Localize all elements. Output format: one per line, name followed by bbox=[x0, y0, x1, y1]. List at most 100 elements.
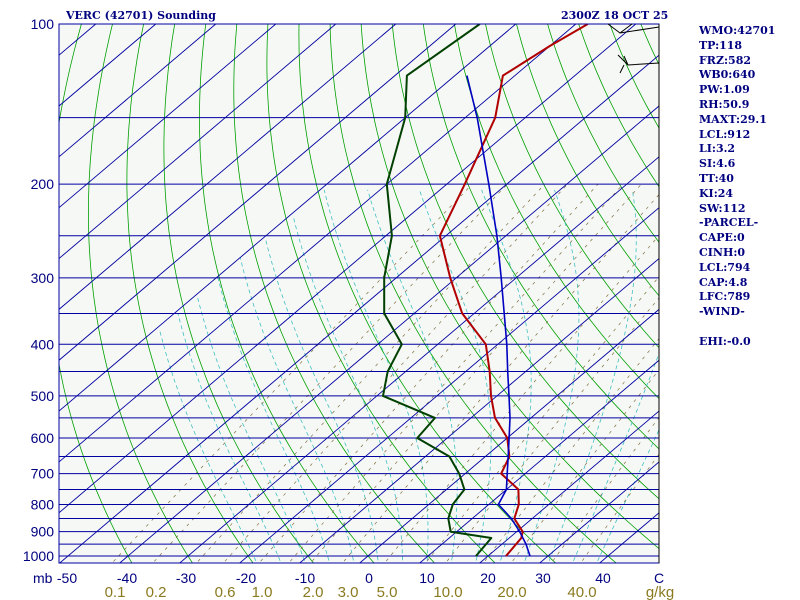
isotherm-line bbox=[479, 410, 659, 563]
pressure-axis-unit: mb bbox=[33, 570, 53, 586]
isotherm-line bbox=[0, 24, 36, 567]
dry-adiabat-line bbox=[329, 24, 617, 563]
pressure-tick-label: 500 bbox=[31, 388, 55, 404]
index-item: TP:118 bbox=[699, 38, 743, 52]
isotherm-line bbox=[299, 257, 659, 563]
pressure-tick-label: 100 bbox=[31, 16, 55, 32]
mixing-ratio-line bbox=[482, 338, 659, 563]
index-item: SI:4.6 bbox=[699, 157, 736, 171]
isotherm-line bbox=[59, 24, 517, 412]
mixing-ratio-label: 3.0 bbox=[338, 584, 359, 600]
index-item: FRZ:582 bbox=[699, 53, 752, 67]
mixing-ratio-line bbox=[342, 194, 659, 563]
moist-adiabat-line bbox=[523, 189, 580, 563]
mixing-ratio-line bbox=[288, 183, 624, 563]
mixing-ratio-label: 0.2 bbox=[146, 584, 167, 600]
isotherm-line bbox=[59, 54, 659, 563]
dewpoint-profile-line bbox=[382, 24, 493, 557]
mixing-ratio-line bbox=[196, 183, 545, 563]
mixing-ratio-label: 40.0 bbox=[567, 584, 596, 600]
pressure-tick-label: 600 bbox=[31, 430, 55, 446]
temperature-tick-label: -40 bbox=[117, 570, 137, 586]
moist-adiabat-line bbox=[217, 277, 330, 563]
dry-adiabat-line bbox=[163, 24, 315, 563]
index-item: KI:24 bbox=[699, 186, 734, 200]
dry-adiabat-line bbox=[422, 24, 659, 450]
moist-adiabat-line bbox=[196, 296, 306, 563]
station-title: VERC (42701) Sounding bbox=[66, 9, 216, 22]
wind-barb bbox=[617, 54, 660, 74]
pressure-tick-label: 800 bbox=[31, 496, 55, 512]
index-item: -PARCEL- bbox=[699, 216, 759, 230]
temperature-tick-label: -10 bbox=[295, 570, 315, 586]
dry-adiabat-line bbox=[87, 24, 193, 563]
dry-adiabat-line bbox=[233, 24, 436, 563]
mixing-ratio-line bbox=[445, 297, 659, 563]
index-item: WMO:42701 bbox=[699, 24, 776, 37]
index-item: WB0:640 bbox=[699, 68, 756, 82]
mixing-ratio-label: 0.1 bbox=[105, 584, 126, 600]
temperature-axis-unit: C bbox=[654, 570, 664, 586]
isotherm-line bbox=[59, 24, 277, 209]
index-item: TT:40 bbox=[699, 171, 734, 185]
moist-adiabat-line bbox=[239, 257, 355, 563]
isotherm-line bbox=[539, 461, 659, 563]
dry-adiabat-line bbox=[547, 24, 659, 243]
isotherm-line bbox=[419, 359, 659, 563]
pressure-tick-label: 700 bbox=[31, 466, 55, 482]
isotherm-line bbox=[59, 24, 577, 463]
index-item: RH:50.9 bbox=[699, 97, 750, 111]
index-item: CAPE:0 bbox=[699, 231, 745, 245]
isotherm-line bbox=[59, 24, 637, 514]
temperature-tick-label: -20 bbox=[236, 570, 256, 586]
mixing-ratio-label: 2.0 bbox=[303, 584, 324, 600]
isotherm-line bbox=[119, 105, 659, 563]
index-item: -WIND- bbox=[699, 305, 745, 319]
plot-background bbox=[59, 24, 659, 563]
moist-adiabat-line bbox=[481, 189, 532, 563]
dry-adiabat-line bbox=[59, 24, 133, 563]
moist-adiabat-line bbox=[177, 313, 282, 563]
mixing-ratio-label: 0.6 bbox=[215, 584, 236, 600]
index-item: CAP:4.8 bbox=[699, 275, 748, 289]
moist-adiabat-line bbox=[265, 240, 379, 563]
index-item: CINH:0 bbox=[699, 245, 746, 259]
index-item: LCL:912 bbox=[699, 127, 751, 141]
mixing-ratio-label: 10.0 bbox=[433, 584, 462, 600]
isotherm-line bbox=[59, 24, 337, 260]
isotherm-line bbox=[179, 156, 659, 563]
dry-adiabat-line bbox=[609, 24, 659, 129]
index-item: MAXT:29.1 bbox=[699, 112, 767, 126]
index-item: LI:3.2 bbox=[699, 142, 736, 156]
temperature-tick-label: 30 bbox=[535, 570, 551, 586]
mixing-ratio-line bbox=[384, 234, 659, 563]
dry-adiabat-line bbox=[199, 24, 375, 563]
moist-adiabat-line bbox=[572, 352, 659, 563]
pressure-tick-label: 900 bbox=[31, 524, 55, 540]
dry-adiabat-line bbox=[266, 24, 496, 563]
moist-adiabat-line bbox=[323, 189, 429, 563]
mixing-ratio-label: 5.0 bbox=[377, 584, 398, 600]
index-item: EHI:-0.0 bbox=[699, 334, 751, 348]
dry-adiabat-line bbox=[391, 24, 659, 500]
index-item: PW:1.09 bbox=[699, 83, 750, 97]
temperature-tick-label: 40 bbox=[595, 570, 611, 586]
dry-adiabat-line bbox=[126, 24, 254, 563]
pressure-tick-label: 1000 bbox=[23, 548, 54, 564]
isotherm-line bbox=[59, 24, 217, 158]
index-item: LCL:794 bbox=[699, 260, 751, 274]
index-item: SW:112 bbox=[699, 201, 746, 215]
moist-adiabat-line bbox=[596, 428, 659, 563]
temperature-tick-label: -50 bbox=[57, 570, 77, 586]
temperature-tick-label: 10 bbox=[419, 570, 435, 586]
moist-adiabat-line bbox=[367, 189, 458, 563]
moist-adiabat-line bbox=[547, 189, 637, 563]
pressure-tick-label: 300 bbox=[31, 270, 55, 286]
mixing-ratio-unit: g/kg bbox=[646, 584, 674, 600]
temperature-profile-line bbox=[438, 24, 589, 557]
isotherm-line bbox=[59, 24, 457, 361]
dry-adiabat-line bbox=[454, 24, 659, 400]
moist-adiabat-line bbox=[159, 329, 258, 563]
mixing-ratio-line bbox=[223, 183, 568, 563]
